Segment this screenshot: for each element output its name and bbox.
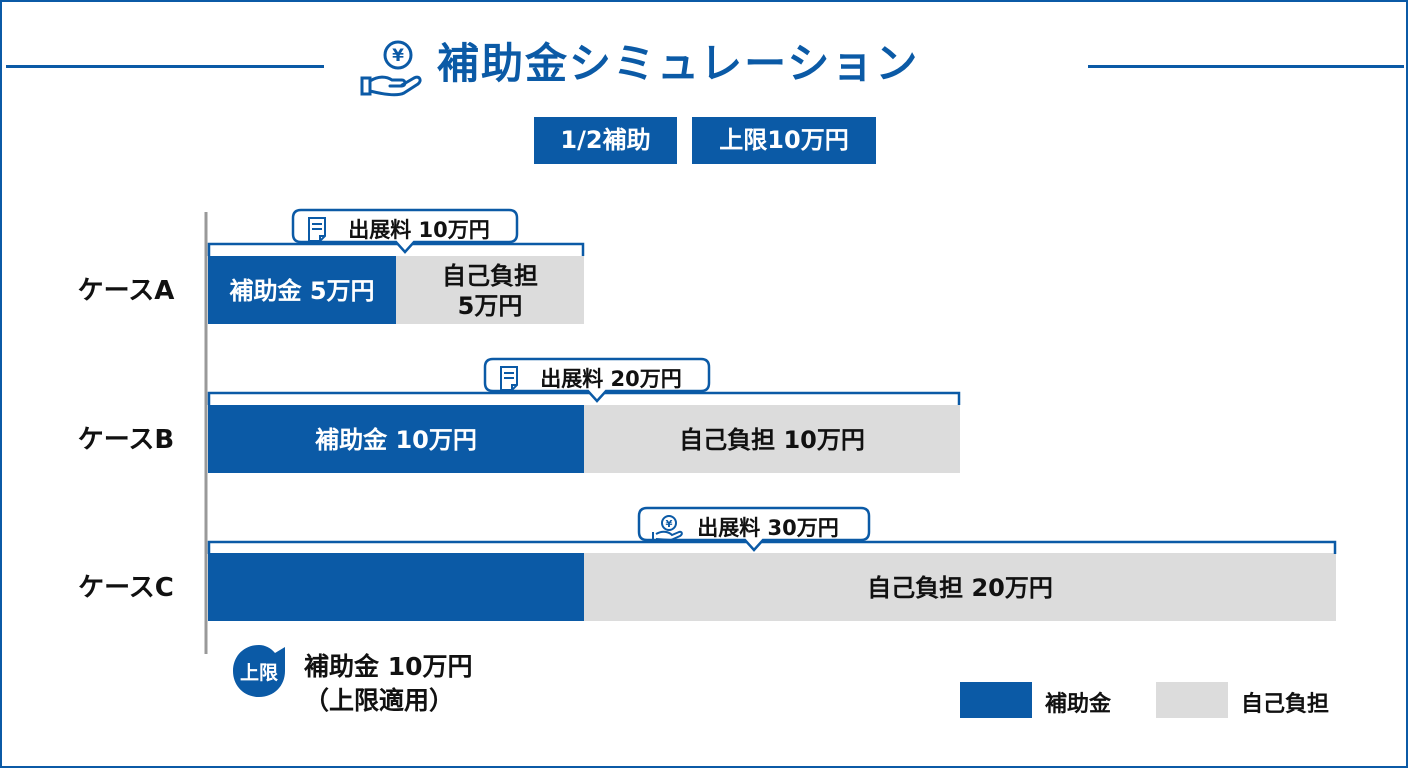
bar-self-pay-label: 5万円 xyxy=(458,292,523,320)
title-rule-left xyxy=(6,65,324,68)
cap-pin-icon: 上限 xyxy=(233,645,285,697)
total-callout xyxy=(291,208,519,254)
badge-subsidy-cap: 上限10万円 xyxy=(692,117,876,164)
legend-label-self: 自己負担 xyxy=(1241,692,1330,717)
cap-note: 補助金 10万円 （上限適用） xyxy=(304,650,473,718)
document-icon xyxy=(500,366,518,391)
total-callout-label: 出展料 20万円 xyxy=(540,367,682,391)
page-title: 補助金シミュレーション xyxy=(437,39,920,88)
title-rule-right xyxy=(1088,65,1404,68)
total-callout-label: 出展料 10万円 xyxy=(348,218,490,242)
bar-self-pay xyxy=(584,405,960,473)
cap-note-applied: （上限適用） xyxy=(304,686,455,715)
case-label: ケースB xyxy=(78,425,175,455)
legend-label-subsidy: 補助金 xyxy=(1045,692,1112,717)
total-callout-label: 出展料 30万円 xyxy=(697,516,839,540)
total-bracket xyxy=(207,391,961,405)
cap-note-amount: 補助金 10万円 xyxy=(304,652,473,681)
yen-hand-icon: ¥ xyxy=(360,40,422,97)
hand-shape xyxy=(652,530,683,542)
bar-subsidy xyxy=(208,553,584,621)
bar-subsidy xyxy=(208,256,396,324)
badge-subsidy-rate: 1/2補助 xyxy=(534,117,677,164)
bar-subsidy-label: 補助金 5万円 xyxy=(228,277,374,305)
legend-swatch-self xyxy=(1156,682,1228,718)
bar-self-pay-label: 自己負担 20万円 xyxy=(867,574,1053,602)
bar-subsidy xyxy=(208,405,584,473)
total-callout xyxy=(483,357,711,403)
bar-self-pay xyxy=(396,256,584,324)
bar-self-pay xyxy=(584,553,1336,621)
cap-pin-label: 上限 xyxy=(240,662,278,684)
case-label: ケースC xyxy=(78,573,174,603)
yen-glyph: ¥ xyxy=(666,519,673,530)
yen-hand-icon xyxy=(661,515,677,531)
case-label: ケースA xyxy=(78,276,175,306)
total-bracket xyxy=(207,242,585,256)
bar-subsidy-label: 補助金 10万円 xyxy=(314,426,477,454)
svg-text:¥: ¥ xyxy=(392,46,404,66)
total-callout xyxy=(637,506,871,552)
bar-self-pay-label: 自己負担 10万円 xyxy=(679,426,865,454)
legend-swatch-subsidy xyxy=(960,682,1032,718)
total-bracket xyxy=(207,540,1337,554)
bar-self-pay-label: 自己負担 xyxy=(442,262,538,290)
document-icon xyxy=(308,217,326,242)
